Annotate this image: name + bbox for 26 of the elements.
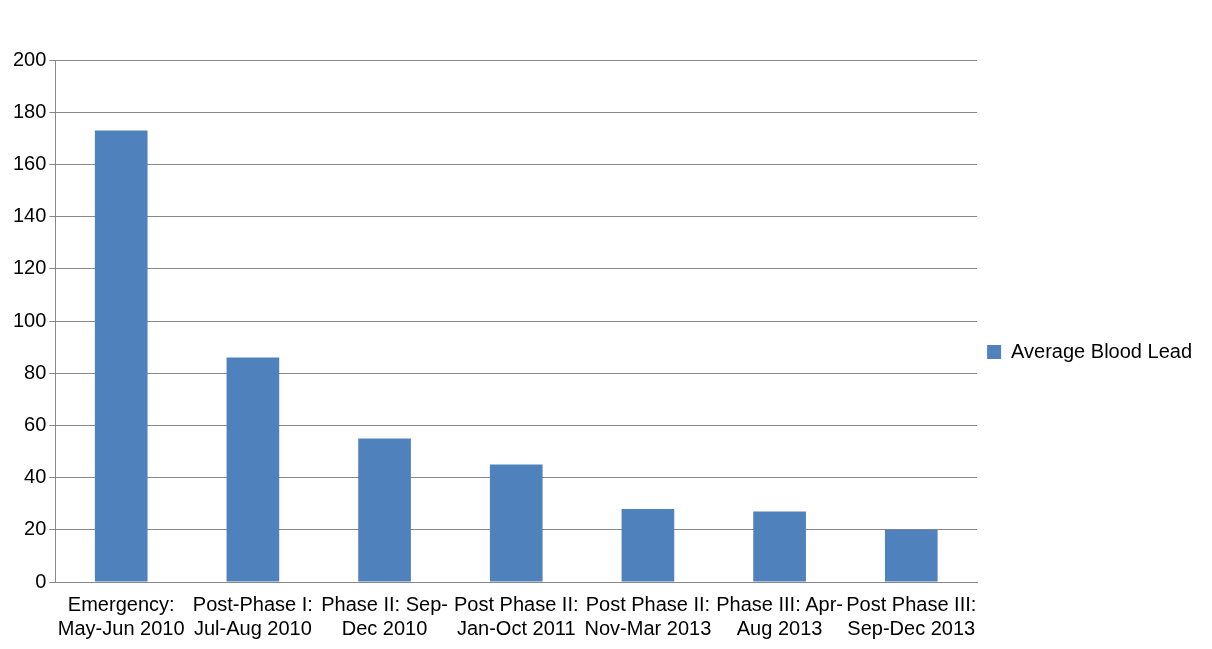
- y-tick-label: 0: [35, 569, 47, 592]
- y-tick-label: 80: [24, 360, 47, 383]
- bar: [621, 508, 675, 582]
- bar: [489, 464, 543, 582]
- x-tick-label: Phase III: Apr-Aug 2013: [716, 592, 843, 639]
- legend-label: Average Blood Lead: [1011, 339, 1192, 362]
- bar: [358, 438, 411, 582]
- x-tick-label: Post Phase II: Jan-Oct 2011: [453, 592, 579, 639]
- x-tick-label: Phase II: Sep-Dec 2010: [321, 592, 448, 639]
- bar: [884, 529, 938, 582]
- y-tick-label: 60: [24, 412, 47, 435]
- x-tick-label: Post Phase II: Nov-Mar 2013: [584, 592, 712, 639]
- y-tick-label: 20: [24, 517, 47, 540]
- y-tick-label: 100: [12, 308, 47, 331]
- y-tick-label: 40: [24, 465, 47, 488]
- y-tick-label: 180: [12, 99, 47, 122]
- y-tick-label: 160: [12, 151, 47, 174]
- bar: [753, 511, 806, 582]
- bar: [226, 357, 280, 582]
- x-tick-label: Post Phase III: Sep-Dec 2013: [846, 592, 977, 639]
- bar: [94, 130, 148, 582]
- x-tick-label: Emergency: May-Jun 2010: [57, 592, 185, 639]
- y-tick-label: 120: [12, 256, 47, 279]
- y-tick-label: 140: [12, 204, 47, 227]
- x-tick-label: Post-Phase I: Jul-Aug 2010: [192, 592, 313, 639]
- y-tick-label: 200: [12, 47, 47, 70]
